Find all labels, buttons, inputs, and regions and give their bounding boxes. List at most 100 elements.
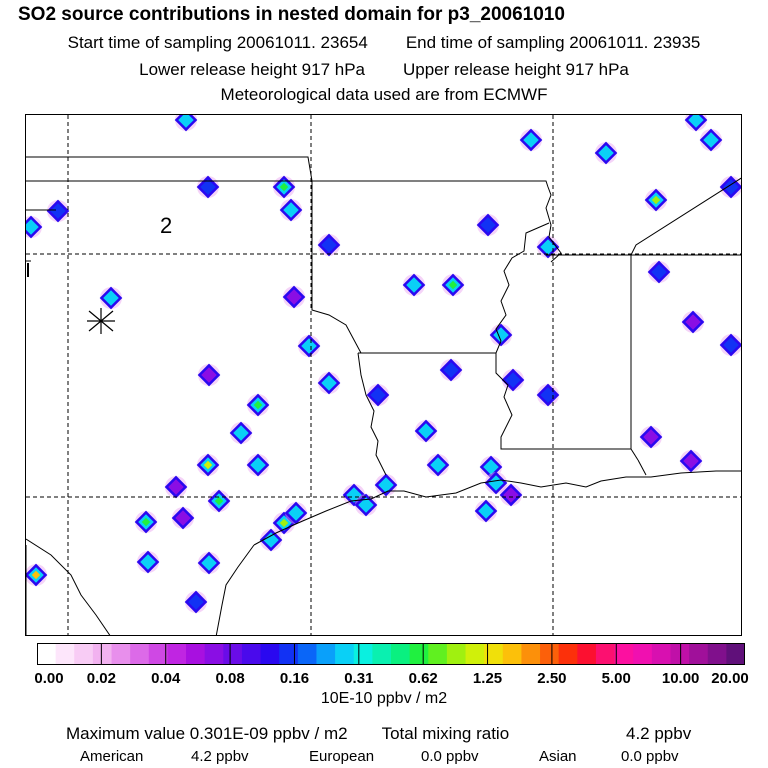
max-value: Maximum value 0.301E-09 ppbv / m2: [66, 724, 348, 743]
total-mixing-value: 4.2 ppbv: [626, 724, 692, 743]
start-time: Start time of sampling 20061011. 23654: [67, 33, 368, 52]
color-scale-label: 10.00: [661, 670, 700, 687]
color-scale-cell: [502, 643, 523, 665]
color-scale-cell: [595, 643, 616, 665]
color-scale-cell: [37, 643, 57, 665]
concentration-plume: [441, 273, 465, 297]
color-scale-label: 5.00: [601, 670, 631, 687]
release-heights: Lower release height 917 hPa Upper releas…: [0, 60, 768, 80]
color-scale-cell: [316, 643, 336, 665]
concentration-plume: [279, 198, 303, 222]
color-scale-label: 2.50: [537, 670, 567, 687]
american-value: 4.2 ppbv: [191, 748, 249, 765]
concentration-plume: [259, 528, 283, 552]
concentration-plume: [284, 501, 308, 525]
concentration-plume: [184, 590, 208, 614]
color-scale-cell: [204, 643, 224, 665]
end-time: End time of sampling 20061011. 23935: [405, 33, 701, 52]
concentration-plume: [229, 421, 253, 445]
concentration-plume: [414, 419, 438, 443]
european-label: European: [309, 748, 375, 765]
color-scale-label: 1.25: [472, 670, 503, 687]
concentration-plume: [594, 141, 618, 165]
color-scale-cell: [540, 643, 560, 665]
color-scale-cell: [726, 643, 745, 665]
concentration-plume: [26, 563, 48, 587]
concentration-plume: [681, 310, 705, 334]
concentration-plume: [639, 425, 663, 449]
map-panel: 2: [25, 114, 742, 636]
upper-release-height: Upper release height 917 hPa: [403, 60, 629, 79]
color-scale-cell: [260, 643, 280, 665]
color-scale-cell: [111, 643, 131, 665]
met-data-source: Meteorological data used are from ECMWF: [220, 85, 548, 104]
state-border-ms-al: [630, 255, 639, 461]
color-scale-cell: [55, 643, 75, 665]
concentration-plume: [402, 273, 426, 297]
concentration-plume: [26, 215, 43, 239]
concentration-plume: [479, 455, 503, 479]
concentration-plume: [679, 449, 703, 473]
summary-line: Maximum value 0.301E-09 ppbv / m2 Total m…: [66, 724, 509, 744]
concentration-plume: [354, 493, 378, 517]
lower-release-height: Lower release height 917 hPa: [139, 60, 365, 79]
concentration-plume: [272, 175, 296, 199]
european-value: 0.0 ppbv: [421, 748, 479, 765]
color-scale-cell: [446, 643, 467, 665]
color-scale-cells: [37, 643, 745, 665]
state-border-tn: [546, 177, 741, 256]
coastline-mexico: [215, 544, 255, 635]
color-scale-label: 0.16: [279, 670, 310, 687]
sampling-times: Start time of sampling 20061011. 23654 En…: [0, 33, 768, 53]
concentration-plume: [196, 175, 220, 199]
color-scale-cell: [353, 643, 373, 665]
color-scale-cell: [92, 643, 113, 665]
concentration-plume: [317, 233, 341, 257]
concentration-plume: [684, 115, 708, 132]
region-number-label: 2: [160, 213, 173, 238]
concentration-plume: [174, 115, 198, 132]
state-border-tx-ok: [311, 181, 362, 354]
concentration-plume: [46, 199, 70, 223]
concentration-plume: [317, 371, 341, 395]
concentration-plume: [197, 363, 221, 387]
asian-label: Asian: [539, 748, 577, 765]
concentration-plume: [484, 471, 508, 495]
concentration-plume: [489, 323, 513, 347]
color-scale-cell: [372, 643, 392, 665]
color-scale-label: 0.00: [34, 670, 64, 687]
color-scale-cell: [707, 643, 727, 665]
color-scale-cell: [428, 643, 448, 665]
color-scale-cell: [577, 643, 597, 665]
concentration-plume: [207, 489, 231, 513]
color-scale-label: 20.00: [711, 670, 749, 687]
state-border-al-e: [637, 459, 647, 476]
plume-layer: [26, 115, 741, 614]
color-scale-label: 0.04: [151, 670, 181, 687]
coastline: [253, 470, 741, 546]
color-scale-cell: [74, 643, 94, 665]
concentration-plume: [99, 286, 123, 310]
color-scale-ticks: [37, 643, 745, 665]
concentration-plume: [366, 383, 390, 407]
concentration-plume: [476, 213, 500, 237]
color-scale-cell: [521, 643, 541, 665]
color-scale: [37, 643, 745, 665]
color-scale-label: 0.08: [215, 670, 245, 687]
release-site-marker: [87, 308, 115, 334]
concentration-plume: [644, 188, 668, 212]
american-label: American: [80, 748, 144, 765]
color-scale-cell: [633, 643, 653, 665]
color-scale-cell: [186, 643, 206, 665]
rio-grande: [26, 538, 111, 635]
color-scale-cell: [297, 643, 318, 665]
concentration-plume: [246, 453, 270, 477]
color-scale-cell: [465, 643, 485, 665]
graticule: [26, 115, 741, 635]
concentration-plume: [719, 175, 741, 199]
concentration-plume: [171, 506, 195, 530]
concentration-plume: [374, 473, 398, 497]
concentration-plume: [519, 128, 543, 152]
color-scale-label: 0.02: [86, 670, 116, 687]
concentration-plume: [536, 383, 560, 407]
